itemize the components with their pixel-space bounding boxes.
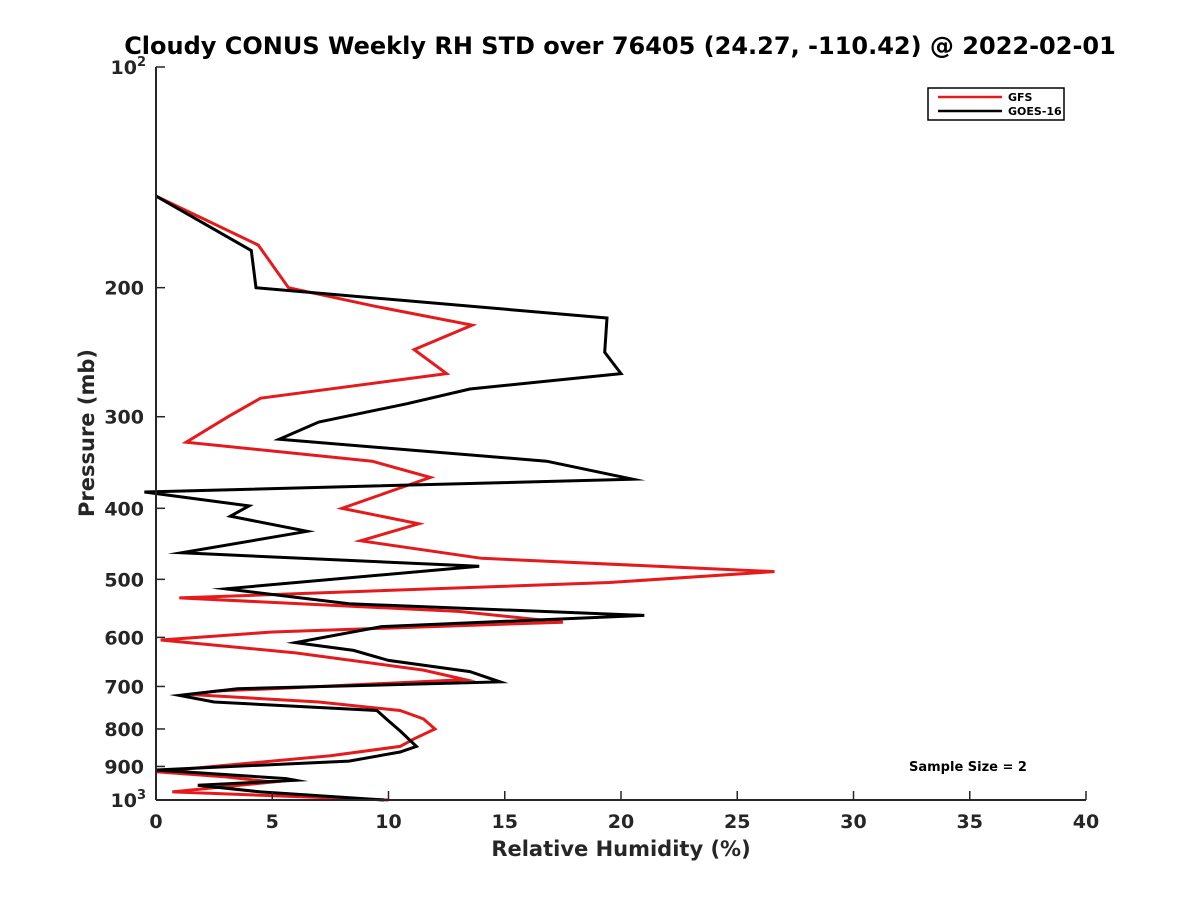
y-tick-label: 400 — [104, 498, 144, 520]
series-layer — [144, 194, 775, 802]
y-tick-base: 10 — [111, 57, 137, 79]
y-tick-label: 200 — [104, 278, 144, 300]
y-tick-label: 103 — [111, 788, 147, 812]
x-tick-label: 30 — [840, 811, 866, 833]
y-tick-label: 102 — [111, 55, 147, 79]
y-tick-label: 600 — [104, 627, 144, 649]
x-tick-label: 15 — [492, 811, 518, 833]
y-tick-label: 800 — [104, 719, 144, 741]
x-tick-label: 0 — [149, 811, 162, 833]
legend-label-goes-16: GOES-16 — [1008, 105, 1062, 118]
sample-size-note: Sample Size = 2 — [909, 760, 1027, 775]
y-tick-label: 900 — [104, 756, 144, 778]
y-axis-label: Pressure (mb) — [75, 349, 99, 517]
series-line-goes-16 — [144, 194, 646, 802]
x-tick-label: 25 — [724, 811, 750, 833]
y-tick-label: 700 — [104, 676, 144, 698]
x-tick-label: 5 — [266, 811, 279, 833]
x-tick-label: 20 — [608, 811, 634, 833]
y-tick-label: 500 — [104, 569, 144, 591]
x-axis-label: Relative Humidity (%) — [491, 837, 750, 861]
legend-label-gfs: GFS — [1008, 91, 1033, 104]
x-tick-label: 40 — [1073, 811, 1099, 833]
x-tick-label: 10 — [375, 811, 401, 833]
y-tick-exponent: 2 — [137, 55, 146, 70]
legend-box — [927, 87, 1065, 121]
y-tick-label: 300 — [104, 407, 144, 429]
y-tick-exponent: 3 — [137, 788, 146, 803]
x-axis-ticks: 0 5 10 15 20 25 30 35 40 — [149, 791, 1099, 833]
x-tick-label: 35 — [957, 811, 983, 833]
y-tick-base: 10 — [111, 790, 137, 812]
chart-title: Cloudy CONUS Weekly RH STD over 76405 (2… — [124, 32, 1116, 60]
